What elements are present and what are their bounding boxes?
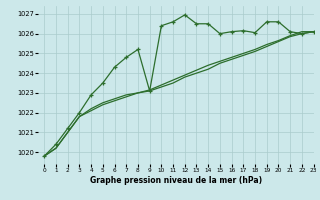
X-axis label: Graphe pression niveau de la mer (hPa): Graphe pression niveau de la mer (hPa) [90,176,262,185]
